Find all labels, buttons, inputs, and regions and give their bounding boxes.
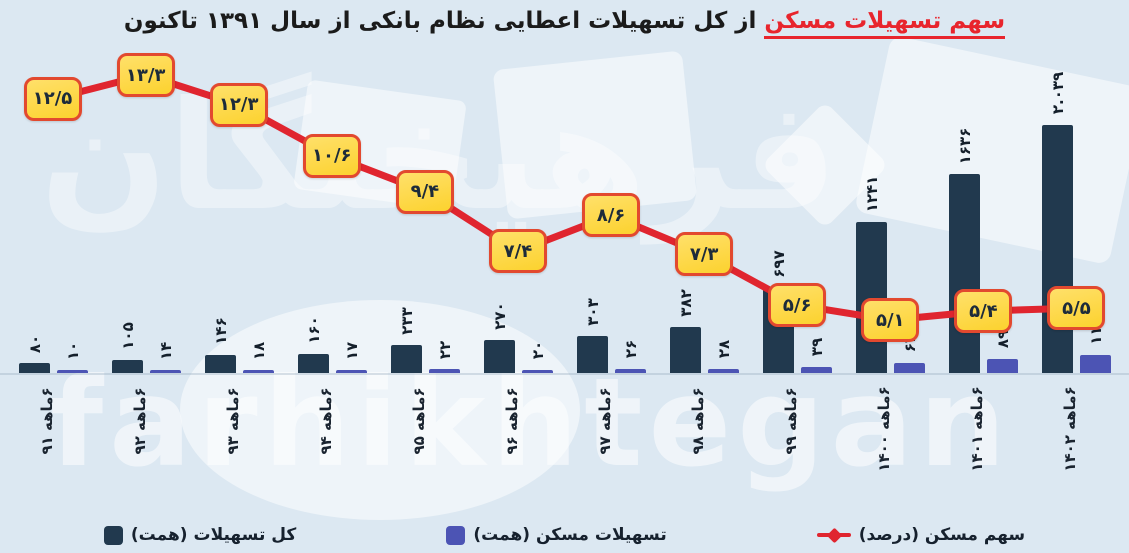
bar-housing-facilities (1080, 354, 1112, 373)
chart-title: سهم تسهیلات مسکن از کل تسهیلات اعطایی نظ… (0, 8, 1129, 39)
line-value-badge: ۱۲/۵ (23, 76, 82, 121)
bar-total-facilities (111, 360, 143, 373)
blue-square-marker-icon (446, 525, 466, 545)
line-value-badge: ۷/۳ (675, 232, 734, 277)
legend-label-share-percent: سهم مسکن (درصد) (858, 525, 1026, 545)
bar-total-facilities (18, 363, 50, 373)
chart-title-rest: از کل تسهیلات اعطایی نظام بانکی از سال ۱… (123, 8, 765, 34)
legend-label-total-facilities: کل تسهیلات (همت) (130, 525, 297, 545)
legend-item-housing-facilities: تسهیلات مسکن (همت) (446, 525, 667, 545)
red-line-marker-icon (816, 526, 851, 544)
bar-total-facilities (577, 336, 609, 373)
legend-label-housing-facilities: تسهیلات مسکن (همت) (473, 525, 667, 545)
bar-housing-facilities (149, 370, 181, 373)
bar-total-facilities (670, 326, 702, 373)
bar-housing-facilities (708, 368, 740, 373)
chart-title-highlight: سهم تسهیلات مسکن (764, 8, 1006, 39)
line-value-badge: ۹/۴ (395, 169, 454, 214)
bar-housing-facilities (801, 366, 833, 373)
line-value-badge: ۱۳/۳ (116, 53, 175, 97)
legend-item-share-percent: سهم مسکن (درصد) (816, 525, 1026, 545)
bar-housing-facilities (615, 368, 647, 373)
line-value-badge: ۵/۴ (954, 289, 1013, 334)
bar-housing-facilities (56, 370, 88, 373)
bar-housing-facilities (987, 358, 1019, 373)
line-value-badge: ۵/۵ (1047, 286, 1106, 331)
line-value-badge: ۱۰/۶ (302, 133, 361, 178)
dark-square-marker-icon (103, 525, 123, 545)
legend-item-total-facilities: کل تسهیلات (همت) (103, 525, 297, 545)
line-value-badge: ۱۲/۳ (209, 82, 268, 127)
line-value-badge: ۸/۶ (582, 193, 641, 238)
legend: سهم مسکن (درصد) تسهیلات مسکن (همت) کل تس… (0, 525, 1129, 545)
line-value-badge: ۷/۴ (488, 229, 547, 274)
bar-housing-facilities (894, 362, 926, 373)
line-value-badge: ۵/۶ (768, 283, 827, 328)
line-value-badge: ۵/۱ (861, 298, 920, 343)
